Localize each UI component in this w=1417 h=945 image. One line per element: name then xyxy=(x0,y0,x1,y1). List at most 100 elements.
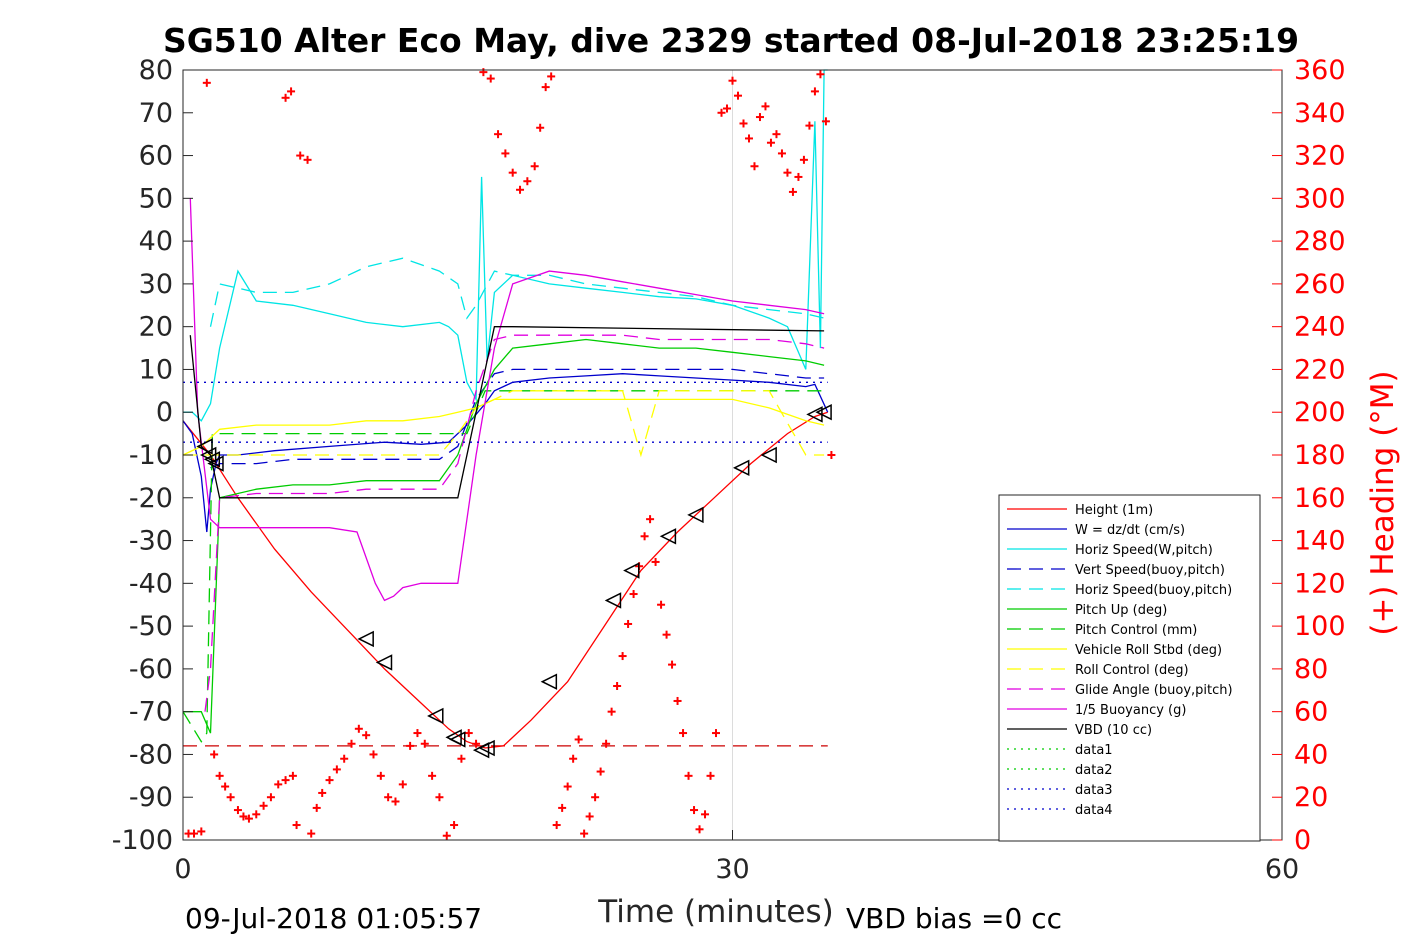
heading-point xyxy=(684,771,693,780)
left-tick-label: 0 xyxy=(156,397,173,428)
heading-point xyxy=(325,776,334,785)
right-tick-label: 60 xyxy=(1294,697,1328,728)
heading-point xyxy=(712,729,721,738)
left-tick-label: -90 xyxy=(129,782,173,813)
heading-point xyxy=(640,532,649,541)
right-tick-label: 40 xyxy=(1294,739,1328,770)
heading-point xyxy=(189,829,198,838)
heading-point xyxy=(486,74,495,83)
left-tick-label: 60 xyxy=(139,141,173,172)
heading-point xyxy=(508,168,517,177)
left-tick-label: -50 xyxy=(129,611,173,642)
heading-point xyxy=(435,793,444,802)
legend-label: Pitch Up (deg) xyxy=(1075,603,1167,618)
triangle-marker xyxy=(196,438,213,455)
triangle-marker xyxy=(540,673,558,690)
heading-point xyxy=(197,827,206,836)
heading-point xyxy=(788,187,797,196)
heading-point xyxy=(805,121,814,130)
triangle-marker xyxy=(760,446,777,464)
right-tick-label: 120 xyxy=(1294,568,1346,599)
series-line-6 xyxy=(182,390,825,743)
legend-label: Horiz Speed(buoy,pitch) xyxy=(1075,583,1232,598)
legend-label: data1 xyxy=(1075,743,1113,758)
legend-label: 1/5 Buoyancy (g) xyxy=(1075,703,1186,718)
triangle-marker xyxy=(732,459,750,477)
heading-point xyxy=(354,724,363,733)
legend-label: Height (1m) xyxy=(1075,503,1153,518)
legend-label: VBD (10 cc) xyxy=(1075,723,1152,738)
series-layer xyxy=(182,68,836,840)
left-tick-label: -10 xyxy=(129,440,173,471)
heading-point xyxy=(202,78,211,87)
heading-point xyxy=(420,739,429,748)
left-tick-label: 20 xyxy=(139,312,173,343)
heading-point xyxy=(296,151,305,160)
heading-point xyxy=(750,162,759,171)
heading-point xyxy=(799,155,808,164)
end-timestamp: 09-Jul-2018 01:05:57 xyxy=(185,902,482,935)
left-tick-label: 30 xyxy=(139,269,173,300)
heading-point xyxy=(629,590,638,599)
heading-point xyxy=(646,515,655,524)
heading-point xyxy=(406,741,415,750)
heading-point xyxy=(391,797,400,806)
heading-point xyxy=(591,793,600,802)
heading-point xyxy=(244,814,253,823)
heading-point xyxy=(717,108,726,117)
heading-point xyxy=(530,162,539,171)
heading-point xyxy=(552,821,561,830)
heading-point xyxy=(274,780,283,789)
series-line-3 xyxy=(210,368,825,469)
legend: Height (1m) W = dz/dt (cm/s) Horiz Speed(W… xyxy=(998,494,1261,842)
heading-point xyxy=(723,104,732,113)
heading-point xyxy=(816,70,825,79)
right-tick-label: 140 xyxy=(1294,526,1346,557)
right-tick-label: 320 xyxy=(1294,141,1346,172)
left-tick-label: -80 xyxy=(129,739,173,770)
heading-point xyxy=(618,652,627,661)
heading-point xyxy=(287,87,296,96)
series-line-1 xyxy=(182,373,829,533)
heading-point xyxy=(739,119,748,128)
heading-point xyxy=(783,168,792,177)
heading-point xyxy=(501,149,510,158)
legend-label: Horiz Speed(W,pitch) xyxy=(1075,543,1213,558)
heading-point xyxy=(376,771,385,780)
x-axis-label: Time (minutes) xyxy=(597,894,833,930)
heading-point xyxy=(347,739,356,748)
heading-point xyxy=(288,771,297,780)
left-tick-label: -30 xyxy=(129,526,173,557)
triangle-marker xyxy=(604,592,622,609)
heading-point xyxy=(695,825,704,834)
series-line-2 xyxy=(183,69,828,422)
x-tick-label: 60 xyxy=(1265,854,1299,885)
heading-point xyxy=(624,619,633,628)
heading-point xyxy=(464,729,473,738)
heading-point xyxy=(772,130,781,139)
chart-title: SG510 Alter Eco May, dive 2329 started 0… xyxy=(163,21,1299,60)
vbd-bias-note: VBD bias =0 cc xyxy=(846,902,1062,935)
heading-point xyxy=(580,829,589,838)
left-tick-label: -60 xyxy=(129,654,173,685)
heading-point xyxy=(221,782,230,791)
right-tick-label: 100 xyxy=(1294,611,1346,642)
right-axis-label: (+) Heading (°M) xyxy=(1365,370,1401,635)
heading-point xyxy=(281,776,290,785)
left-tick-label: -70 xyxy=(129,697,173,728)
heading-point xyxy=(362,731,371,740)
left-tick-label: 50 xyxy=(139,183,173,214)
heading-point xyxy=(340,754,349,763)
heading-point xyxy=(657,600,666,609)
heading-point xyxy=(457,754,466,763)
triangle-marker xyxy=(375,654,393,671)
heading-point xyxy=(662,630,671,639)
heading-point xyxy=(827,451,836,459)
right-tick-label: 340 xyxy=(1294,98,1346,129)
x-tick-label: 0 xyxy=(174,854,191,885)
heading-point xyxy=(679,729,688,738)
heading-point xyxy=(563,782,572,791)
heading-point xyxy=(215,771,224,780)
heading-point xyxy=(706,771,715,780)
